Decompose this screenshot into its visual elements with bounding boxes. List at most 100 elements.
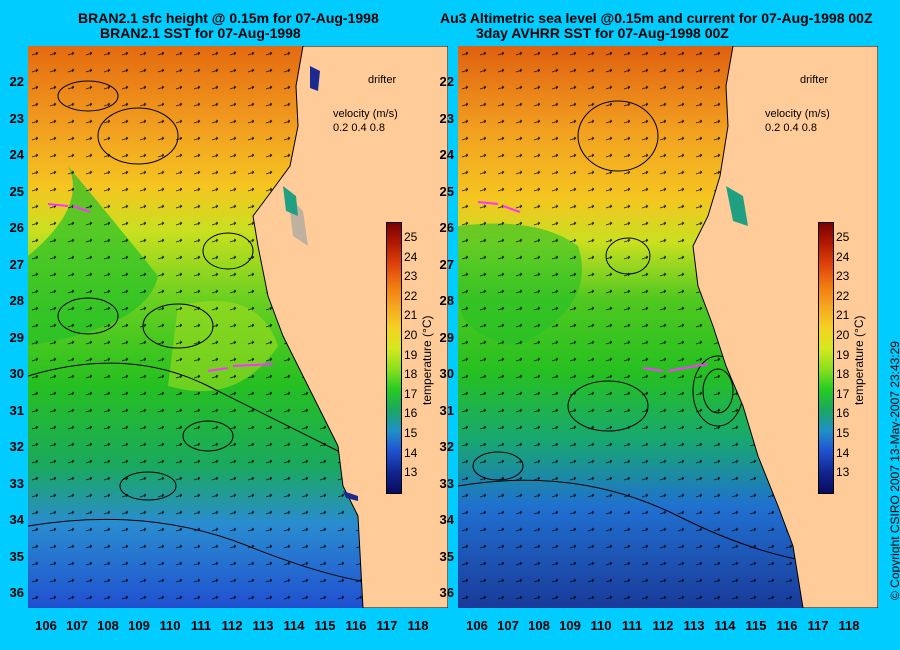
latitude-tick-label: 35 <box>9 548 24 564</box>
left-sst-map <box>28 46 448 608</box>
latitude-tick-label: 33 <box>439 475 454 491</box>
latitude-tick-label: 31 <box>9 402 24 418</box>
right-map-panel: drifter velocity (m/s) 0.2 0.4 0.8 <box>458 46 878 608</box>
latitude-tick-label: 27 <box>439 256 454 272</box>
left-colorbar <box>386 222 402 494</box>
colorbar-tick-label: 15 <box>404 426 418 440</box>
right-velocity-values: 0.2 0.4 0.8 <box>765 122 817 134</box>
longitude-tick-label: 108 <box>528 618 550 633</box>
latitude-tick-label: 24 <box>9 147 24 162</box>
latitude-tick-label: 25 <box>9 183 24 199</box>
longitude-tick-label: 114 <box>283 618 305 633</box>
colorbar-tick-label: 13 <box>404 465 418 480</box>
left-title-line2: BRAN2.1 SST for 07-Aug-1998 <box>100 25 301 41</box>
longitude-tick-label: 113 <box>252 618 274 633</box>
latitude-tick-label: 24 <box>439 147 454 162</box>
latitude-tick-label: 30 <box>439 366 454 381</box>
right-velocity-label: velocity (m/s) <box>765 108 830 120</box>
right-colorbar-label: temperature (°C) <box>852 315 866 406</box>
colorbar-tick-label: 15 <box>836 426 850 440</box>
longitude-tick-label: 107 <box>497 618 519 633</box>
longitude-tick-label: 111 <box>190 618 212 633</box>
latitude-tick-label: 22 <box>439 74 454 89</box>
colorbar-tick-label: 17 <box>836 386 850 401</box>
longitude-tick-label: 108 <box>97 618 119 633</box>
colorbar-tick-label: 14 <box>404 445 418 460</box>
colorbar-tick-label: 23 <box>404 269 418 284</box>
colorbar-tick-label: 16 <box>836 406 850 421</box>
latitude-tick-label: 36 <box>439 585 454 600</box>
longitude-tick-label: 115 <box>314 618 336 633</box>
longitude-tick-label: 110 <box>159 618 181 633</box>
longitude-tick-label: 116 <box>345 618 367 633</box>
latitude-tick-label: 29 <box>439 329 454 345</box>
latitude-tick-label: 28 <box>439 293 454 308</box>
colorbar-tick-label: 18 <box>404 367 418 382</box>
left-map-panel: drifter velocity (m/s) 0.2 0.4 0.8 <box>28 46 448 608</box>
latitude-tick-label: 30 <box>9 366 24 381</box>
longitude-tick-label: 115 <box>745 618 767 633</box>
latitude-tick-label: 27 <box>9 256 24 272</box>
latitude-tick-label: 34 <box>9 512 24 527</box>
colorbar-tick-label: 22 <box>836 288 850 303</box>
longitude-tick-label: 112 <box>221 618 243 633</box>
longitude-tick-label: 112 <box>652 618 674 633</box>
longitude-tick-label: 109 <box>128 618 150 633</box>
longitude-tick-label: 106 <box>466 618 488 633</box>
longitude-tick-label: 114 <box>714 618 736 633</box>
latitude-tick-label: 32 <box>439 439 454 454</box>
latitude-tick-label: 23 <box>9 110 24 126</box>
longitude-tick-label: 107 <box>66 618 88 633</box>
colorbar-tick-label: 21 <box>836 308 850 323</box>
longitude-tick-label: 118 <box>838 618 860 633</box>
colorbar-tick-label: 19 <box>404 347 418 362</box>
latitude-tick-label: 36 <box>9 585 24 600</box>
latitude-tick-label: 26 <box>439 220 454 235</box>
colorbar-tick-label: 17 <box>404 386 418 401</box>
colorbar-tick-label: 13 <box>836 465 850 480</box>
longitude-tick-label: 110 <box>590 618 612 633</box>
colorbar-tick-label: 19 <box>836 347 850 362</box>
longitude-tick-label: 117 <box>376 618 398 633</box>
latitude-tick-label: 31 <box>439 402 454 418</box>
left-velocity-values: 0.2 0.4 0.8 <box>333 122 385 134</box>
latitude-tick-label: 33 <box>9 475 24 491</box>
right-drifter-label: drifter <box>800 74 829 86</box>
latitude-tick-label: 34 <box>439 512 454 527</box>
latitude-tick-label: 26 <box>9 220 24 235</box>
latitude-tick-label: 29 <box>9 329 24 345</box>
longitude-tick-label: 117 <box>807 618 829 633</box>
latitude-tick-label: 28 <box>9 293 24 308</box>
colorbar-tick-label: 20 <box>404 328 418 342</box>
left-title-line1: BRAN2.1 sfc height @ 0.15m for 07-Aug-19… <box>78 10 379 26</box>
right-title-line2: 3day AVHRR SST for 07-Aug-1998 00Z <box>476 25 729 41</box>
colorbar-tick-label: 23 <box>836 269 850 284</box>
left-drifter-label: drifter <box>368 74 397 86</box>
latitude-tick-label: 23 <box>439 110 454 126</box>
colorbar-tick-label: 20 <box>836 328 850 342</box>
latitude-tick-label: 35 <box>439 548 454 564</box>
copyright-notice: © Copyright CSIRO 2007 13-May-2007 23:43… <box>888 341 900 600</box>
longitude-tick-label: 106 <box>35 618 57 633</box>
colorbar-tick-label: 14 <box>836 445 850 460</box>
colorbar-tick-label: 18 <box>836 367 850 382</box>
latitude-tick-label: 25 <box>439 183 454 199</box>
colorbar-tick-label: 25 <box>836 230 850 244</box>
colorbar-tick-label: 22 <box>404 288 418 303</box>
right-colorbar <box>818 222 834 494</box>
colorbar-tick-label: 24 <box>836 249 850 264</box>
longitude-tick-label: 109 <box>559 618 581 633</box>
colorbar-tick-label: 21 <box>404 308 418 323</box>
colorbar-tick-label: 24 <box>404 249 418 264</box>
longitude-tick-label: 118 <box>407 618 429 633</box>
left-velocity-label: velocity (m/s) <box>333 108 398 120</box>
longitude-tick-label: 111 <box>621 618 643 633</box>
longitude-tick-label: 113 <box>683 618 705 633</box>
colorbar-tick-label: 25 <box>404 230 418 244</box>
latitude-tick-label: 32 <box>9 439 24 454</box>
longitude-tick-label: 116 <box>776 618 798 633</box>
right-title-line1: Au3 Altimetric sea level @0.15m and curr… <box>440 10 873 26</box>
colorbar-tick-label: 16 <box>404 406 418 421</box>
right-sst-map <box>458 46 878 608</box>
latitude-tick-label: 22 <box>9 74 24 89</box>
